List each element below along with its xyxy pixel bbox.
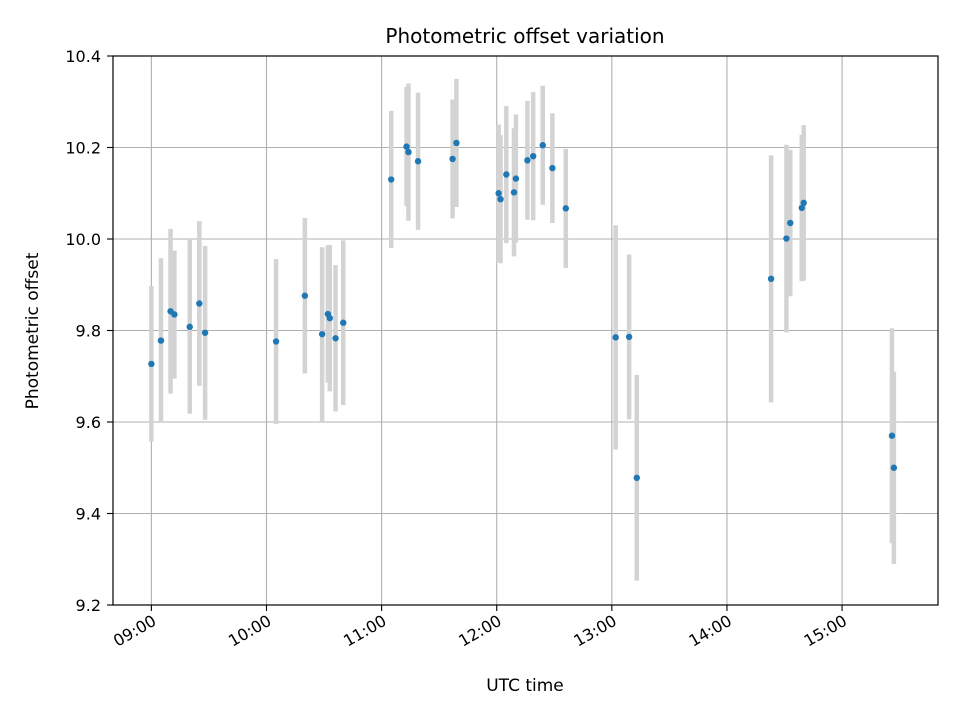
data-point [148,360,155,368]
y-tick-label: 9.8 [76,322,101,341]
data-point [800,199,807,207]
data-point [767,275,775,283]
data-point [798,204,805,212]
data-point [633,474,640,482]
data-point [510,189,518,196]
data-point [403,143,410,150]
data-point [890,464,898,471]
data-point [405,148,412,156]
x-axis-label: UTC time [486,676,564,696]
data-point [272,338,280,345]
y-tick-label: 10.2 [65,139,101,158]
data-point [318,330,326,338]
data-point [201,329,209,336]
data-point [783,235,790,242]
y-axis: 9.2 9.4 9.6 9.8 10.0 10.2 10.4 [65,47,113,615]
y-tick-label: 9.4 [76,505,101,524]
data-point [529,152,537,160]
data-point [453,139,460,147]
data-point [888,432,896,439]
data-point [332,335,339,342]
y-tick-label: 10.0 [65,230,101,249]
y-tick-label: 9.6 [76,413,101,432]
data-point [787,219,794,227]
data-point [539,142,546,149]
data-point [612,334,619,341]
data-point [524,157,531,164]
data-point [495,190,502,197]
data-point [625,333,633,341]
y-tick-label: 10.4 [65,47,101,66]
data-point [503,171,510,178]
data-point [196,300,203,307]
data-point [512,175,520,182]
chart-title: Photometric offset variation [385,24,664,48]
data-points [148,139,898,482]
y-axis-label: Photometric offset [23,252,43,409]
data-point [171,311,178,318]
data-point [326,314,334,322]
data-point [562,205,569,212]
data-point [186,323,193,331]
y-tick-label: 9.2 [76,596,101,615]
data-point [157,337,165,344]
data-point [449,155,456,163]
data-point [549,164,556,172]
data-point [301,292,309,299]
data-point [414,158,422,165]
data-point [387,176,395,183]
data-point [497,195,504,203]
data-point [340,319,347,326]
